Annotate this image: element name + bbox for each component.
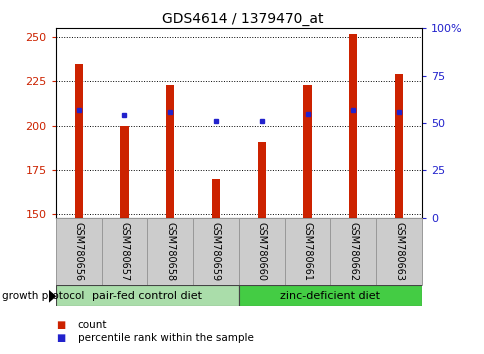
Text: ■: ■ bbox=[56, 333, 65, 343]
Text: pair-fed control diet: pair-fed control diet bbox=[92, 291, 202, 301]
Text: zinc-deficient diet: zinc-deficient diet bbox=[280, 291, 379, 301]
Text: GSM780662: GSM780662 bbox=[348, 222, 358, 281]
Bar bbox=[376, 218, 421, 285]
Bar bbox=[193, 218, 238, 285]
Bar bbox=[394, 74, 402, 218]
Text: GSM780657: GSM780657 bbox=[119, 222, 129, 281]
Polygon shape bbox=[49, 290, 56, 303]
Text: GSM780659: GSM780659 bbox=[211, 222, 221, 281]
Text: GSM780663: GSM780663 bbox=[393, 222, 403, 281]
Bar bbox=[56, 285, 238, 306]
Bar bbox=[147, 218, 193, 285]
Bar bbox=[120, 126, 128, 218]
Text: GSM780658: GSM780658 bbox=[165, 222, 175, 281]
Text: GSM780656: GSM780656 bbox=[74, 222, 83, 281]
Bar bbox=[284, 218, 330, 285]
Text: growth protocol: growth protocol bbox=[2, 291, 85, 301]
Bar bbox=[101, 218, 147, 285]
Bar bbox=[257, 142, 265, 218]
Text: GSM780660: GSM780660 bbox=[256, 222, 266, 281]
Bar bbox=[348, 34, 357, 218]
Text: count: count bbox=[77, 320, 107, 330]
Bar bbox=[238, 218, 284, 285]
Bar bbox=[75, 64, 83, 218]
Text: ■: ■ bbox=[56, 320, 65, 330]
Bar bbox=[238, 285, 421, 306]
Text: GDS4614 / 1379470_at: GDS4614 / 1379470_at bbox=[162, 12, 322, 27]
Bar bbox=[56, 218, 101, 285]
Bar bbox=[212, 179, 220, 218]
Bar bbox=[303, 85, 311, 218]
Text: percentile rank within the sample: percentile rank within the sample bbox=[77, 333, 253, 343]
Bar bbox=[330, 218, 376, 285]
Bar bbox=[166, 85, 174, 218]
Text: GSM780661: GSM780661 bbox=[302, 222, 312, 281]
